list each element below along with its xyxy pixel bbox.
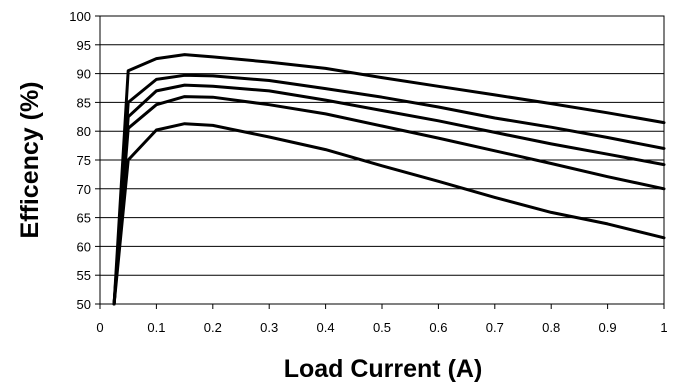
y-tick-label: 95 xyxy=(77,38,91,53)
y-tick-label: 70 xyxy=(77,182,91,197)
series-line-1 xyxy=(112,53,666,306)
y-tick-label: 50 xyxy=(77,297,91,312)
series-line-4 xyxy=(112,95,666,306)
x-tick-label: 0.6 xyxy=(429,320,447,335)
x-tick-label: 0.3 xyxy=(260,320,278,335)
series-line-5 xyxy=(112,122,666,306)
x-tick-label: 0.1 xyxy=(147,320,165,335)
series-line-3 xyxy=(112,83,666,306)
y-tick-label: 90 xyxy=(77,67,91,82)
x-tick-label: 0.5 xyxy=(373,320,391,335)
y-tick-label: 75 xyxy=(77,153,91,168)
series-line-2 xyxy=(112,73,666,306)
x-axis-ticks: 0 0.1 0.2 0.3 0.4 0.5 0.6 0.7 0.8 0.9 1 xyxy=(96,304,668,335)
x-axis-title: Load Current (A) xyxy=(284,355,483,383)
x-tick-label: 0.7 xyxy=(486,320,504,335)
y-tick-label: 65 xyxy=(77,211,91,226)
x-tick-label: 1 xyxy=(660,320,667,335)
series-lines xyxy=(112,53,666,306)
x-tick-label: 0.8 xyxy=(542,320,560,335)
x-tick-label: 0.4 xyxy=(317,320,335,335)
y-tick-label: 80 xyxy=(77,124,91,139)
y-axis-ticks: 50 55 60 65 70 75 80 85 90 95 100 xyxy=(69,9,100,312)
y-tick-label: 60 xyxy=(77,239,91,254)
x-tick-label: 0.9 xyxy=(599,320,617,335)
y-tick-label: 55 xyxy=(77,268,91,283)
x-tick-label: 0 xyxy=(96,320,103,335)
x-tick-label: 0.2 xyxy=(204,320,222,335)
y-tick-label: 85 xyxy=(77,95,91,110)
y-tick-label: 100 xyxy=(69,9,91,24)
y-axis-title: Efficency (%) xyxy=(16,82,44,239)
